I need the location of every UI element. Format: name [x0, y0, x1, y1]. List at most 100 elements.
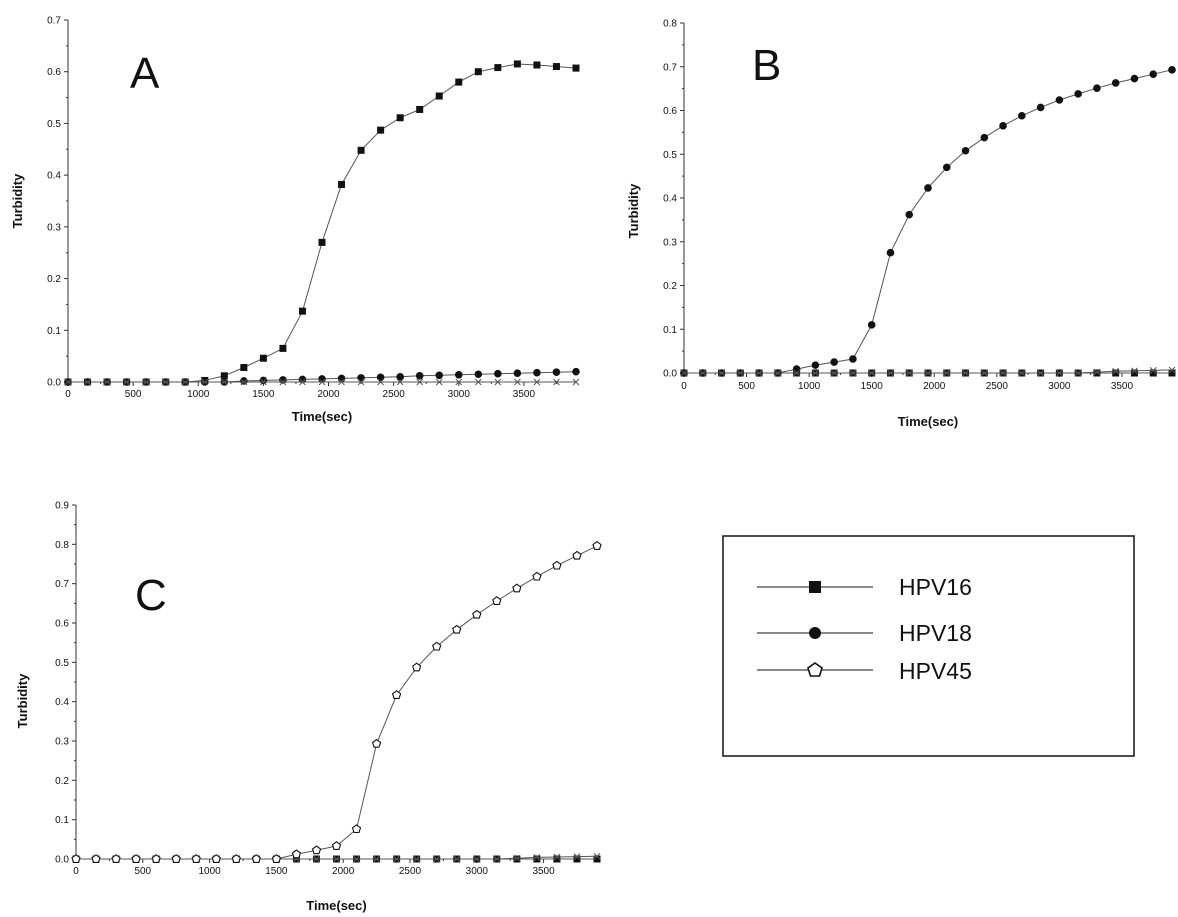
data-point — [532, 571, 542, 581]
data-point — [1131, 367, 1138, 375]
data-point — [572, 550, 582, 560]
data-point — [453, 855, 461, 863]
data-point — [1168, 66, 1176, 74]
data-point — [91, 854, 101, 863]
data-point — [240, 377, 248, 385]
data-point — [162, 378, 170, 386]
panel-letter-b: B — [752, 41, 781, 90]
x-tick-label: 2000 — [317, 389, 340, 400]
data-point — [131, 854, 141, 863]
chart-panel-b: 0.0 0.1 0.2 0.3 0.4 0.5 0.6 0.7 0.8 0 500 1000 1500 2… — [626, 19, 1176, 429]
data-point — [1149, 70, 1158, 78]
data-point — [474, 378, 482, 386]
data-point — [980, 133, 989, 142]
data-point — [373, 855, 380, 863]
data-point — [961, 146, 970, 155]
data-point — [492, 596, 502, 605]
data-point — [416, 105, 424, 113]
data-point — [494, 64, 502, 72]
data-point — [924, 184, 932, 192]
x-tick-label: 1500 — [265, 866, 288, 877]
data-point — [357, 146, 365, 154]
x-tick-label: 2000 — [332, 866, 355, 877]
data-point — [64, 378, 72, 386]
chart-panel-a: 0.0 0.1 0.2 0.3 0.4 0.5 0.6 0.7 0 500 1000 1500 2000… — [10, 16, 580, 424]
data-point — [593, 852, 601, 860]
x-tick-label: 500 — [125, 389, 142, 400]
data-point — [1093, 369, 1101, 377]
y-tick-label: 0.1 — [47, 326, 61, 337]
data-point — [868, 369, 876, 377]
data-point — [391, 690, 402, 699]
data-point — [1055, 96, 1064, 104]
data-point — [123, 378, 130, 386]
data-point — [240, 378, 248, 386]
data-point — [513, 369, 522, 378]
data-point — [533, 61, 541, 69]
data-point — [980, 369, 988, 377]
data-point — [455, 78, 463, 86]
data-point — [151, 854, 161, 863]
x-tick-label: 2500 — [986, 381, 1009, 392]
x-axis-label: Time(sec) — [292, 409, 352, 424]
data-point — [867, 321, 876, 329]
data-point — [755, 369, 763, 377]
data-point — [573, 853, 581, 860]
x-axis-label: Time(sec) — [306, 898, 366, 913]
data-point — [533, 854, 541, 861]
x-tick-label: 1500 — [252, 389, 275, 400]
data-point — [1111, 79, 1120, 87]
x-tick-label: 0 — [681, 381, 687, 392]
y-tick-label: 0.7 — [663, 62, 677, 73]
data-point — [351, 824, 362, 834]
y-tick-label: 0.6 — [47, 67, 61, 78]
data-point — [905, 369, 913, 377]
data-point — [553, 378, 560, 386]
y-tick-label: 0.0 — [663, 369, 677, 380]
legend-marker-circle — [809, 627, 821, 639]
data-point — [592, 541, 602, 550]
y-tick-label: 0.6 — [55, 619, 69, 630]
data-point — [103, 378, 111, 386]
data-point — [718, 369, 725, 377]
data-point — [514, 378, 521, 386]
y-tick-label: 0.3 — [663, 237, 677, 248]
data-point — [171, 854, 181, 863]
data-point — [181, 378, 189, 386]
data-point — [680, 369, 688, 377]
data-point — [552, 560, 562, 570]
y-tick-label: 0.5 — [55, 658, 69, 669]
legend-marker-square — [809, 581, 821, 593]
data-point — [393, 855, 400, 863]
y-tick-label: 0.3 — [47, 222, 61, 233]
y-tick-label: 0.7 — [47, 16, 61, 27]
data-point — [377, 126, 385, 134]
data-point — [231, 854, 241, 863]
data-point — [455, 378, 463, 386]
panel-letter-c: C — [135, 571, 167, 620]
data-point — [552, 63, 560, 71]
y-tick-label: 0.4 — [47, 171, 61, 182]
data-point — [1074, 90, 1082, 98]
y-tick-label: 0.0 — [47, 378, 61, 389]
series-hpv18 — [680, 66, 1176, 377]
legend-label-hpv18: HPV18 — [899, 620, 972, 646]
data-point — [1112, 367, 1120, 375]
data-point — [1037, 369, 1044, 377]
data-point — [396, 378, 404, 386]
data-point — [240, 364, 248, 372]
y-tick-label: 0.6 — [663, 106, 677, 117]
data-point — [338, 180, 346, 188]
data-point — [433, 855, 441, 863]
data-point — [1056, 369, 1063, 377]
data-point — [774, 369, 782, 377]
data-point — [493, 855, 501, 863]
y-tick-label: 0.4 — [55, 697, 69, 708]
data-point — [318, 238, 326, 246]
data-point — [331, 841, 342, 850]
x-tick-label: 1500 — [861, 381, 884, 392]
data-point — [924, 369, 932, 377]
series-hpv18 — [64, 367, 580, 386]
data-point — [792, 365, 801, 373]
data-point — [474, 68, 482, 76]
